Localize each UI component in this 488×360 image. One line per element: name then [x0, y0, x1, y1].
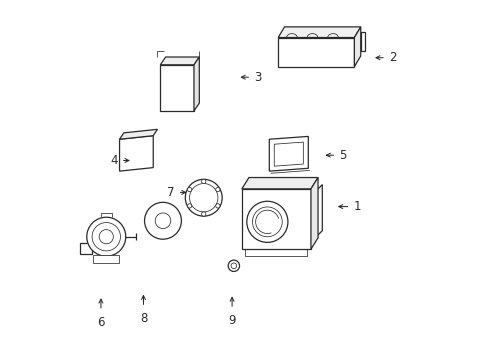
Circle shape [201, 179, 205, 184]
Text: 2: 2 [388, 51, 395, 64]
Polygon shape [119, 129, 157, 139]
Circle shape [187, 204, 191, 208]
Polygon shape [269, 136, 307, 171]
Text: 5: 5 [339, 149, 346, 162]
Circle shape [201, 212, 205, 216]
Circle shape [230, 263, 236, 269]
Circle shape [215, 204, 220, 208]
Circle shape [144, 202, 181, 239]
Circle shape [99, 230, 113, 244]
Polygon shape [119, 136, 153, 171]
Circle shape [252, 207, 282, 237]
Text: 4: 4 [110, 154, 118, 167]
Circle shape [228, 260, 239, 271]
Polygon shape [194, 57, 199, 111]
Polygon shape [310, 177, 317, 249]
Bar [160, 65, 194, 111]
Text: 7: 7 [167, 186, 174, 199]
Bar [93, 256, 119, 263]
Bar [278, 37, 354, 67]
Text: 9: 9 [228, 314, 235, 327]
Circle shape [92, 222, 120, 251]
Text: 3: 3 [254, 71, 261, 84]
Circle shape [155, 213, 170, 229]
Polygon shape [278, 27, 360, 37]
Circle shape [185, 179, 222, 216]
Circle shape [86, 217, 125, 256]
Text: 1: 1 [353, 200, 360, 213]
Polygon shape [354, 27, 360, 67]
Polygon shape [274, 142, 303, 166]
Circle shape [189, 184, 218, 212]
Polygon shape [160, 57, 199, 65]
Text: 8: 8 [140, 312, 147, 325]
Bar [242, 189, 310, 249]
Circle shape [246, 201, 287, 242]
Polygon shape [360, 32, 364, 51]
Circle shape [215, 188, 220, 192]
Text: 6: 6 [97, 316, 104, 329]
Circle shape [187, 188, 191, 192]
Polygon shape [242, 177, 317, 189]
